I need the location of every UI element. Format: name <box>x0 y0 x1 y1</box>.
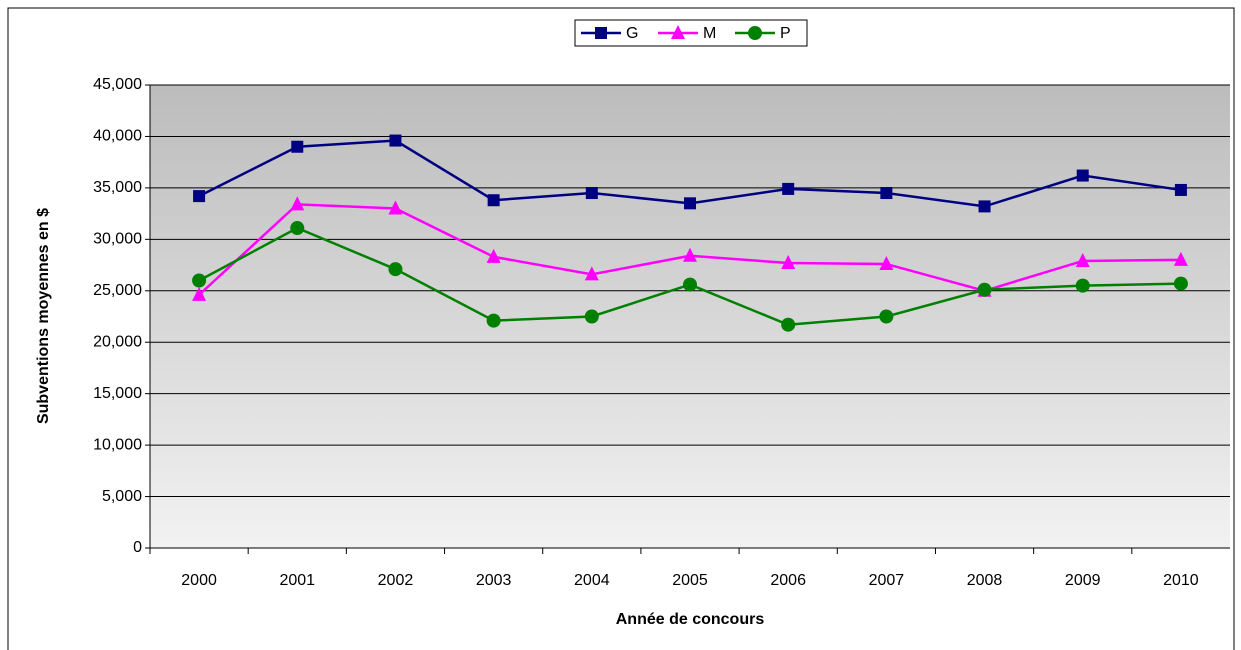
legend-marker <box>671 25 685 39</box>
y-tick-label: 40,000 <box>93 128 142 145</box>
data-point <box>977 282 992 297</box>
y-tick-label: 5,000 <box>102 488 142 505</box>
data-point <box>879 309 894 324</box>
x-tick-label: 2002 <box>378 572 414 589</box>
y-tick-label: 20,000 <box>93 333 142 350</box>
y-tick-label: 35,000 <box>93 179 142 196</box>
data-point <box>487 194 500 207</box>
x-tick-label: 2008 <box>967 572 1003 589</box>
x-tick-label: 2006 <box>770 572 806 589</box>
data-point <box>781 254 796 269</box>
legend-marker <box>748 26 762 40</box>
data-point <box>584 266 599 281</box>
x-tick-label: 2009 <box>1065 572 1101 589</box>
y-tick-label: 15,000 <box>93 385 142 402</box>
x-axis-label: Année de concours <box>616 611 765 628</box>
data-point <box>486 248 501 263</box>
data-point <box>978 200 991 213</box>
data-point <box>192 273 207 288</box>
x-tick-label: 2004 <box>574 572 610 589</box>
data-point <box>683 277 697 292</box>
data-point <box>1174 183 1187 196</box>
data-point <box>683 247 697 262</box>
x-tick-label: 2000 <box>181 572 217 589</box>
data-point <box>193 190 206 203</box>
chart-frame <box>7 7 1235 650</box>
plot-area <box>150 85 1230 548</box>
data-point <box>192 286 207 301</box>
data-point <box>291 140 304 153</box>
x-tick-label: 2005 <box>672 572 708 589</box>
legend-marker <box>595 27 607 39</box>
legend-label: P <box>780 25 791 42</box>
data-point <box>879 256 894 271</box>
data-point <box>1173 251 1188 266</box>
data-point <box>1173 276 1188 291</box>
y-tick-label: 45,000 <box>93 76 142 93</box>
data-point <box>781 317 796 332</box>
x-tick-label: 2003 <box>476 572 512 589</box>
y-axis-label: Subventions moyennes en $ <box>35 208 52 424</box>
y-tick-label: 0 <box>133 539 142 556</box>
x-tick-label: 2010 <box>1163 572 1199 589</box>
x-tick-label: 2001 <box>279 572 315 589</box>
x-tick-label: 2007 <box>869 572 905 589</box>
data-point <box>388 200 403 215</box>
y-tick-label: 30,000 <box>93 231 142 248</box>
data-point <box>486 313 501 328</box>
data-point <box>388 262 403 277</box>
y-tick-label: 10,000 <box>93 436 142 453</box>
data-point <box>290 196 305 211</box>
data-point <box>584 309 599 324</box>
data-point <box>389 134 402 147</box>
data-point <box>880 187 893 200</box>
data-point <box>290 221 305 236</box>
legend-label: M <box>703 25 716 42</box>
y-tick-label: 25,000 <box>93 282 142 299</box>
data-point <box>1075 252 1090 267</box>
data-point <box>1076 169 1089 182</box>
legend-label: G <box>626 25 638 42</box>
data-point <box>684 197 696 210</box>
data-point <box>782 182 795 195</box>
data-point <box>585 187 598 200</box>
data-point <box>1075 278 1090 293</box>
